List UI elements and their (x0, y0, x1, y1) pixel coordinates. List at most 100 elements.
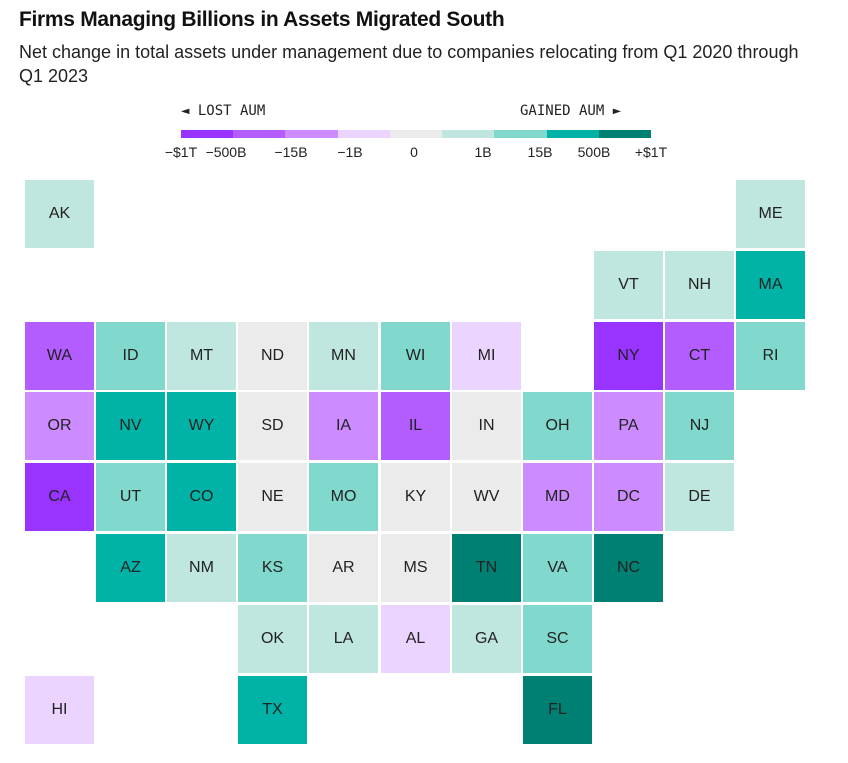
legend-tick-label: 1B (474, 144, 492, 160)
state-tile-ks: KS (238, 534, 307, 602)
state-label: WI (405, 347, 426, 364)
state-tile-mi: MI (452, 322, 521, 390)
legend-tick-label: +$1T (634, 144, 668, 160)
state-tile-nj: NJ (665, 392, 734, 460)
state-label: ME (758, 205, 783, 222)
state-tile-wa: WA (25, 322, 94, 390)
state-label: IN (478, 417, 495, 434)
legend-gained-label: GAINED AUM ► (520, 103, 622, 119)
state-tile-sc: SC (523, 605, 592, 673)
legend-color-bar (181, 130, 651, 138)
state-tile-tx: TX (238, 676, 307, 744)
legend-swatch (181, 130, 234, 138)
chart-title: Firms Managing Billions in Assets Migrat… (19, 8, 505, 31)
state-tile-tn: TN (452, 534, 521, 602)
state-label: AL (405, 630, 426, 647)
legend-swatch (442, 130, 495, 138)
state-label: NH (687, 276, 712, 293)
state-label: WY (188, 417, 215, 434)
state-label: OH (545, 417, 570, 434)
state-label: NJ (689, 417, 710, 434)
state-tile-fl: FL (523, 676, 592, 744)
state-tile-mt: MT (167, 322, 236, 390)
state-label: HI (51, 701, 68, 718)
state-label: NE (261, 488, 284, 505)
state-tile-ri: RI (736, 322, 805, 390)
state-label: ND (260, 347, 285, 364)
state-label: AZ (120, 559, 141, 576)
state-tile-ok: OK (238, 605, 307, 673)
state-label: OR (47, 417, 72, 434)
state-label: MS (403, 559, 428, 576)
legend-swatch (598, 130, 651, 138)
state-label: SC (546, 630, 569, 647)
state-tile-ne: NE (238, 463, 307, 531)
state-tile-ga: GA (452, 605, 521, 673)
state-tile-ms: MS (381, 534, 450, 602)
state-tile-pa: PA (594, 392, 663, 460)
state-tile-mn: MN (309, 322, 378, 390)
state-tile-ct: CT (665, 322, 734, 390)
state-tile-nm: NM (167, 534, 236, 602)
state-tile-ca: CA (25, 463, 94, 531)
state-tile-dc: DC (594, 463, 663, 531)
legend-swatch (389, 130, 443, 138)
state-tile-il: IL (381, 392, 450, 460)
state-label: KS (261, 559, 284, 576)
legend-tick-label: −15B (274, 144, 308, 160)
state-label: GA (474, 630, 499, 647)
state-label: CO (189, 488, 214, 505)
state-label: SD (261, 417, 284, 434)
state-label: PA (618, 417, 639, 434)
state-tile-la: LA (309, 605, 378, 673)
state-tile-ia: IA (309, 392, 378, 460)
state-label: MA (758, 276, 783, 293)
state-label: NV (119, 417, 142, 434)
state-label: AR (332, 559, 355, 576)
state-tile-mo: MO (309, 463, 378, 531)
legend-swatch (337, 130, 390, 138)
state-label: DE (688, 488, 711, 505)
state-tile-me: ME (736, 180, 805, 248)
state-tile-nv: NV (96, 392, 165, 460)
state-label: IA (335, 417, 352, 434)
state-tile-ma: MA (736, 251, 805, 319)
state-tile-co: CO (167, 463, 236, 531)
state-label: IL (408, 417, 423, 434)
state-tile-wi: WI (381, 322, 450, 390)
state-label: MI (477, 347, 496, 364)
state-label: NM (189, 559, 214, 576)
legend-tick-label: −1B (337, 144, 363, 160)
state-tile-ar: AR (309, 534, 378, 602)
state-label: LA (333, 630, 354, 647)
state-tile-ut: UT (96, 463, 165, 531)
state-tile-nc: NC (594, 534, 663, 602)
state-tile-ak: AK (25, 180, 94, 248)
legend-tick-label: 0 (410, 144, 418, 160)
state-label: NY (617, 347, 640, 364)
state-tile-id: ID (96, 322, 165, 390)
state-label: VT (618, 276, 639, 293)
state-label: CA (48, 488, 71, 505)
state-label: WV (473, 488, 500, 505)
state-tile-in: IN (452, 392, 521, 460)
state-label: DC (616, 488, 641, 505)
state-label: VA (547, 559, 568, 576)
state-tile-de: DE (665, 463, 734, 531)
state-tile-nd: ND (238, 322, 307, 390)
state-tile-al: AL (381, 605, 450, 673)
state-tile-az: AZ (96, 534, 165, 602)
state-label: CT (688, 347, 711, 364)
state-label: WA (46, 347, 73, 364)
state-label: TN (475, 559, 498, 576)
state-tile-hi: HI (25, 676, 94, 744)
state-label: MO (330, 488, 357, 505)
state-label: ID (122, 347, 139, 364)
state-tile-oh: OH (523, 392, 592, 460)
state-label: FL (548, 701, 567, 718)
state-label: TX (262, 701, 283, 718)
state-tile-sd: SD (238, 392, 307, 460)
state-tile-wv: WV (452, 463, 521, 531)
legend-swatch (285, 130, 338, 138)
